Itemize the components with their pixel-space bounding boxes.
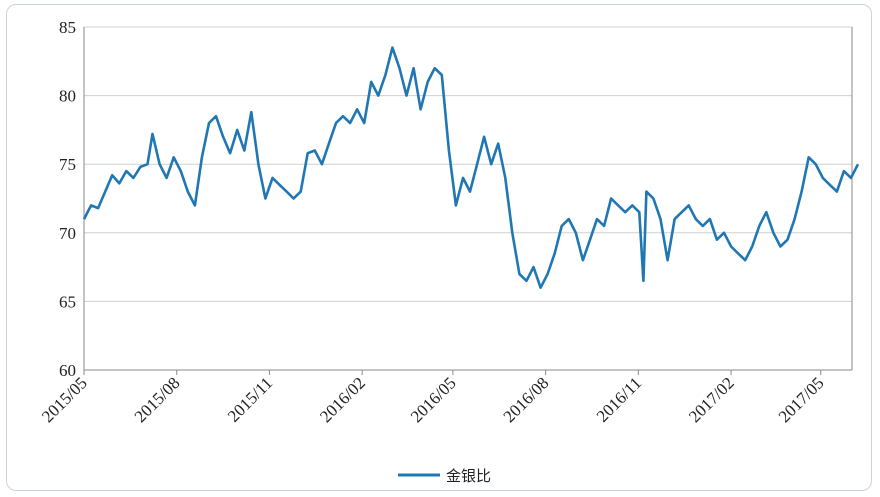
x-tick-label: 2016/11 [593, 373, 645, 425]
y-tick-label: 85 [59, 18, 76, 37]
x-tick-label: 2015/11 [224, 373, 276, 425]
x-tick-label: 2016/05 [407, 373, 460, 426]
y-tick-label: 60 [59, 361, 76, 380]
y-tick-labels: 60 65 70 75 80 85 [59, 18, 76, 380]
x-tick-label: 2017/05 [775, 373, 828, 426]
y-tick-label: 65 [59, 292, 76, 311]
axes [83, 27, 853, 375]
x-tick-label: 2015/08 [131, 373, 184, 426]
x-tick-label: 2016/02 [316, 373, 369, 426]
x-tick-label: 2017/02 [685, 373, 738, 426]
series-line-0 [82, 46, 860, 289]
legend-label: 金银比 [446, 467, 491, 485]
x-tick-label: 2016/08 [500, 373, 553, 426]
y-tick-label: 75 [59, 155, 76, 174]
legend: 金银比 [398, 467, 491, 485]
x-tick-label: 2015/05 [38, 373, 91, 426]
series-group [82, 46, 860, 289]
plot-area [84, 27, 852, 370]
y-tick-label: 70 [59, 224, 76, 243]
x-tick-labels: 2015/05 2015/08 2015/11 2016/02 2016/05 2016/… [38, 373, 828, 426]
y-tick-label: 80 [59, 87, 76, 106]
